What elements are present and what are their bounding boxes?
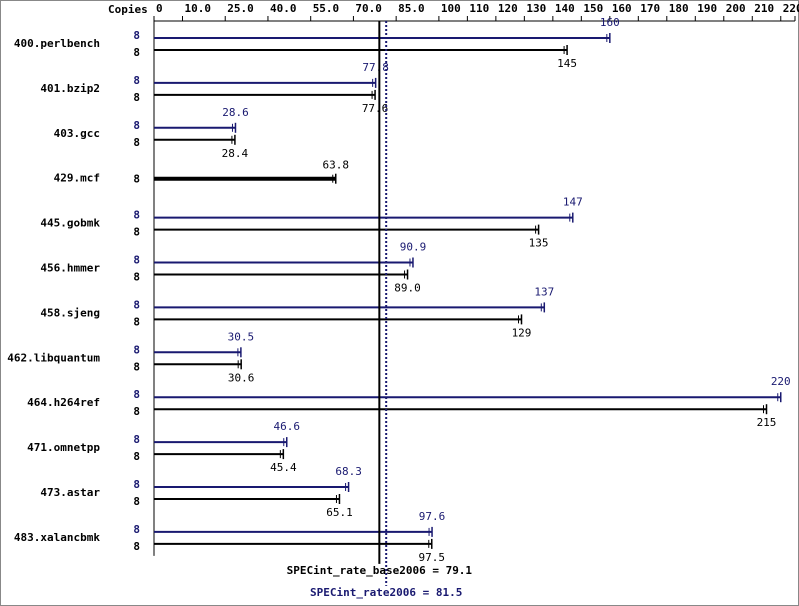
x-tick-label: 170 <box>640 2 660 15</box>
value-label: 63.8 <box>323 159 350 172</box>
x-tick-label: 130 <box>526 2 546 15</box>
copies-label: 8 <box>133 315 140 328</box>
value-label: 90.9 <box>400 241 427 254</box>
value-label: 77.6 <box>362 102 389 115</box>
value-label: 46.6 <box>274 420 301 433</box>
copies-label: 8 <box>133 360 140 373</box>
category-label: 445.gobmk <box>40 217 100 230</box>
value-label: 215 <box>757 416 777 429</box>
category-label: 483.xalancbmk <box>14 531 100 544</box>
copies-label: 8 <box>133 523 140 536</box>
copies-label: 8 <box>133 209 140 222</box>
copies-label: 8 <box>133 74 140 87</box>
value-label: 89.0 <box>394 282 421 295</box>
copies-label: 8 <box>133 91 140 104</box>
x-tick-label: 110 <box>469 2 489 15</box>
x-tick-label: 225 <box>797 2 799 15</box>
value-label: 160 <box>600 16 620 29</box>
category-label: 473.astar <box>40 486 100 499</box>
x-tick-label: 140 <box>555 2 575 15</box>
category-label: 462.libquantum <box>7 351 100 364</box>
copies-label: 8 <box>133 433 140 446</box>
category-label: 400.perlbench <box>14 37 100 50</box>
x-tick-label: 70.0 <box>355 2 382 15</box>
value-label: 220 <box>771 375 791 388</box>
category-label: 471.omnetpp <box>27 441 100 454</box>
copies-label: 8 <box>133 388 140 401</box>
category-label: 429.mcf <box>54 172 100 185</box>
category-label: 464.h264ref <box>27 396 100 409</box>
copies-label: 8 <box>133 298 140 311</box>
x-tick-label: 210 <box>754 2 774 15</box>
x-tick-label: 25.0 <box>227 2 254 15</box>
x-tick-label: 120 <box>498 2 518 15</box>
x-tick-label: 190 <box>697 2 717 15</box>
value-label: 28.4 <box>222 147 249 160</box>
copies-label: 8 <box>133 540 140 553</box>
copies-label: 8 <box>133 450 140 463</box>
value-label: 97.6 <box>419 510 446 523</box>
value-label: 28.6 <box>222 106 249 119</box>
x-tick-label: 200 <box>726 2 746 15</box>
category-label: 401.bzip2 <box>40 82 100 95</box>
copies-label: 8 <box>133 46 140 59</box>
x-tick-label: 100 <box>441 2 461 15</box>
x-tick-label: 180 <box>669 2 689 15</box>
category-label: 456.hmmer <box>40 262 100 275</box>
x-tick-label: 220 <box>783 2 799 15</box>
copies-label: 8 <box>133 478 140 491</box>
value-label: 68.3 <box>335 465 362 478</box>
copies-label: 8 <box>133 173 140 186</box>
value-label: 77.8 <box>362 61 389 74</box>
value-label: 135 <box>529 237 549 250</box>
value-label: 145 <box>557 57 577 70</box>
value-label: 129 <box>512 326 532 339</box>
copies-label: 8 <box>133 405 140 418</box>
x-tick-label: 40.0 <box>270 2 297 15</box>
value-label: 30.6 <box>228 371 255 384</box>
copies-label: 8 <box>133 226 140 239</box>
copies-label: 8 <box>133 119 140 132</box>
reference-label: SPECint_rate2006 = 81.5 <box>310 586 462 599</box>
x-tick-label: 0 <box>156 2 163 15</box>
x-axis-label: Copies <box>108 3 148 16</box>
x-tick-label: 10.0 <box>184 2 211 15</box>
copies-label: 8 <box>133 343 140 356</box>
category-label: 403.gcc <box>54 127 100 140</box>
copies-label: 8 <box>133 136 140 149</box>
value-label: 137 <box>534 285 554 298</box>
value-label: 97.5 <box>419 551 446 564</box>
category-label: 458.sjeng <box>40 306 100 319</box>
value-label: 65.1 <box>326 506 353 519</box>
x-tick-label: 85.0 <box>398 2 425 15</box>
reference-label: SPECint_rate_base2006 = 79.1 <box>287 564 473 577</box>
copies-label: 8 <box>133 495 140 508</box>
x-tick-label: 55.0 <box>313 2 340 15</box>
value-label: 45.4 <box>270 461 297 474</box>
copies-label: 8 <box>133 254 140 267</box>
x-tick-label: 160 <box>612 2 632 15</box>
value-label: 30.5 <box>228 330 255 343</box>
copies-label: 8 <box>133 29 140 42</box>
copies-label: 8 <box>133 271 140 284</box>
value-label: 147 <box>563 196 583 209</box>
x-tick-label: 150 <box>583 2 603 15</box>
